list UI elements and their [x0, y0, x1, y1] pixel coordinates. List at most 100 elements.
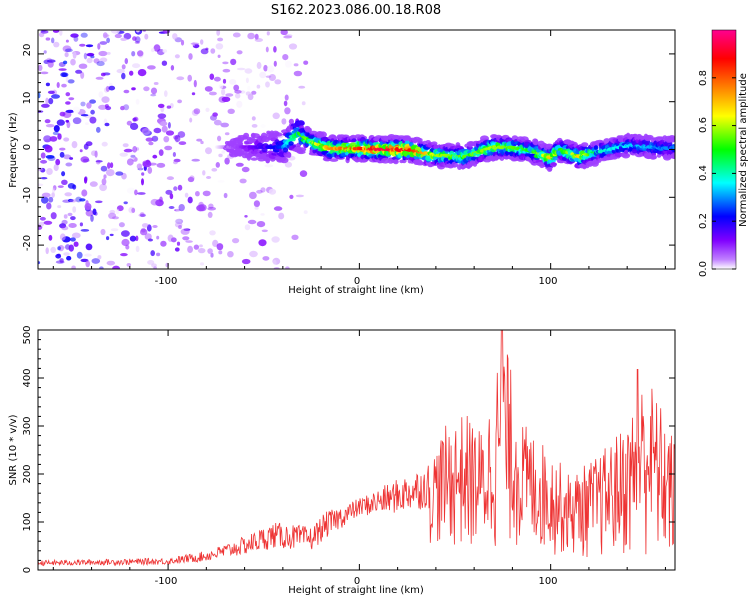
- spectrogram-noise-blob: [217, 37, 224, 42]
- spectrogram-noise-blob: [67, 212, 73, 217]
- spectrogram-noise-blob: [215, 43, 224, 50]
- spectrogram-noise-blob: [162, 30, 171, 34]
- spectrogram-noise-blob: [80, 101, 86, 107]
- colorbar-gradient: [711, 29, 737, 270]
- spectrogram-noise-blob: [228, 240, 237, 248]
- spectrogram-noise-blob: [118, 222, 125, 228]
- spectrogram-noise-blob: [72, 117, 82, 125]
- spectrogram-noise-blob: [79, 198, 86, 202]
- spectrogram-noise-blob: [61, 83, 67, 88]
- bot-xtick-label-0: -100: [155, 576, 178, 587]
- spectrogram-noise-blob: [236, 67, 246, 71]
- spectrogram-noise-blob: [122, 143, 129, 148]
- colorbar-tick-label-3: 0.6: [698, 117, 709, 133]
- spectrogram-noise-blob: [280, 30, 288, 36]
- spectrogram-ticks: [38, 30, 675, 269]
- spectrogram-noise-blob: [185, 240, 193, 243]
- spectrogram-noise-blob: [51, 192, 55, 198]
- spectrogram-noise-blob: [84, 176, 88, 184]
- spectrogram-noise-blob: [112, 216, 119, 220]
- spectrogram-noise-blob: [227, 251, 234, 258]
- spectrogram-noise-blob: [131, 87, 136, 91]
- spectrogram-noise-blob: [123, 148, 133, 153]
- spectrogram-noise-blob: [53, 163, 59, 172]
- spectrogram-noise-blob: [260, 213, 265, 216]
- spectrogram-noise-blob: [141, 172, 145, 176]
- spectrogram-noise-blob: [131, 51, 136, 57]
- spectrogram-noise-blob: [38, 167, 43, 172]
- spectrogram-noise-blob: [207, 211, 213, 218]
- spectrogram-noise-blob: [182, 236, 190, 241]
- spectrogram-noise-blob: [136, 163, 143, 170]
- spectrogram-noise-blob: [209, 73, 215, 80]
- spectrogram-noise-blob: [210, 252, 214, 258]
- spectrogram-ridge-blob: [282, 147, 289, 153]
- spectrogram-noise-blob: [55, 253, 62, 259]
- spectrogram-noise-blob: [254, 38, 263, 42]
- spectrogram-ridge-blob: [326, 153, 333, 158]
- spectrogram-noise-blob: [217, 180, 225, 183]
- spectrogram-noise-blob: [235, 93, 241, 99]
- spectrogram-noise-blob: [120, 37, 128, 41]
- spectrogram-noise-blob: [115, 208, 120, 214]
- spectrogram-noise-blob: [70, 33, 79, 38]
- spectrogram-noise-blob: [89, 99, 96, 104]
- spectrogram-noise-blob: [301, 101, 306, 106]
- spectrogram-noise-blob: [289, 194, 294, 199]
- spectrogram-noise-blob: [41, 192, 51, 198]
- top-ytick-label-1: 10: [22, 92, 33, 105]
- spectrogram-noise-blob: [123, 201, 128, 205]
- spectrogram-noise-blob: [131, 207, 136, 213]
- spectrogram-noise-blob: [167, 234, 174, 242]
- spectrogram-noise-blob: [156, 252, 161, 257]
- spectrogram-noise-blob: [97, 255, 102, 260]
- spectrogram-ridge-blob: [550, 162, 557, 166]
- spectrogram-noise-blob: [199, 244, 203, 248]
- spectrogram-marks: [38, 30, 675, 269]
- spectrogram-ridge-blob: [329, 158, 339, 162]
- spectrogram-ridge-blob: [416, 161, 424, 166]
- spectrogram-noise-blob: [59, 223, 67, 229]
- spectrogram-noise-blob: [132, 63, 141, 69]
- spectrogram-noise-blob: [97, 43, 101, 50]
- spectrogram-noise-blob: [62, 45, 72, 53]
- spectrogram-noise-blob: [72, 51, 77, 59]
- spectrogram-noise-blob: [108, 212, 117, 219]
- spectrogram-noise-blob: [132, 146, 138, 153]
- spectrogram-noise-blob: [123, 89, 130, 94]
- spectrogram-noise-blob: [58, 68, 67, 71]
- spectrogram-noise-blob: [96, 61, 105, 67]
- spectrogram-noise-blob: [295, 194, 304, 198]
- spectrogram-noise-blob: [81, 189, 88, 197]
- spectrogram-noise-blob: [298, 85, 306, 89]
- spectrogram-noise-blob: [293, 70, 303, 77]
- spectrogram-noise-blob: [223, 192, 228, 199]
- spectrogram-noise-blob: [57, 185, 64, 189]
- spectrogram-noise-blob: [221, 88, 226, 96]
- spectrogram-noise-blob: [38, 32, 45, 38]
- spectrogram-noise-blob: [147, 260, 155, 265]
- colorbar-tick-label-4: 0.8: [698, 70, 709, 86]
- spectrogram-noise-blob: [89, 181, 98, 187]
- spectrogram-noise-blob: [175, 204, 182, 213]
- spectrogram-noise-blob: [288, 43, 298, 50]
- spectrogram-noise-blob: [60, 72, 68, 78]
- spectrogram-noise-blob: [169, 193, 174, 200]
- spectrogram-noise-blob: [99, 41, 108, 45]
- spectrogram-noise-blob: [134, 40, 140, 44]
- spectrogram-noise-blob: [64, 192, 72, 197]
- spectrogram-noise-blob: [100, 165, 108, 172]
- spectrogram-noise-blob: [99, 183, 107, 192]
- spectrogram-noise-blob: [71, 265, 76, 269]
- spectrogram-noise-blob: [129, 70, 134, 76]
- spectrogram-ridge-blob: [306, 127, 312, 132]
- spectrogram-noise-blob: [126, 263, 132, 267]
- spectrogram-noise-blob: [65, 101, 71, 105]
- spectrogram-noise-blob: [38, 64, 43, 72]
- spectrogram-noise-blob: [216, 243, 224, 251]
- spectrogram-noise-blob: [193, 244, 200, 250]
- colorbar-tick-label-1: 0.2: [698, 213, 709, 229]
- spectrogram-noise-blob: [208, 91, 217, 96]
- spectrogram-noise-blob: [144, 233, 152, 240]
- bot-ytick-label-5: 500: [22, 325, 33, 344]
